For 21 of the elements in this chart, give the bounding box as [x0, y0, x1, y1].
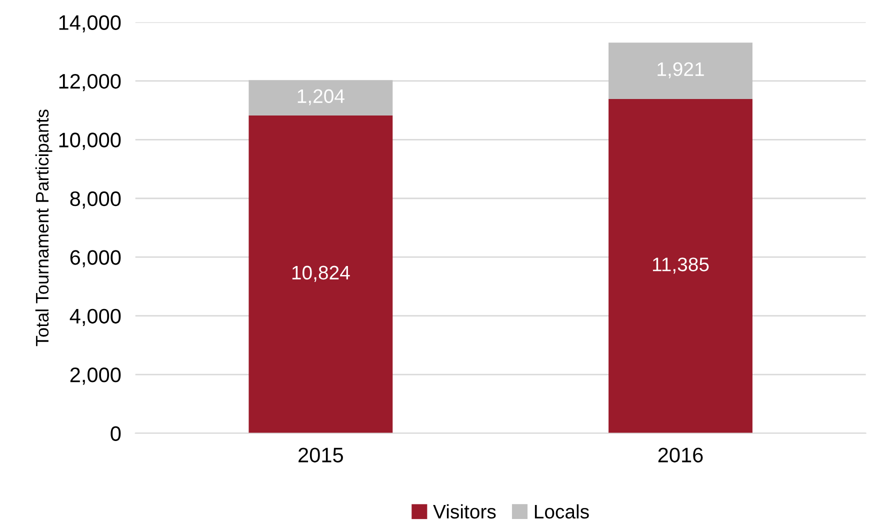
data-label: 10,824: [292, 266, 350, 282]
x-tick-label: 2015: [298, 448, 343, 462]
x-tick-label: 2016: [658, 448, 703, 462]
y-tick-label: 0: [110, 426, 121, 442]
legend-label: Locals: [534, 504, 589, 519]
data-label: 1,921: [658, 62, 704, 78]
data-label: 11,385: [652, 258, 709, 274]
data-label: 1,204: [298, 89, 344, 106]
bar: [248, 115, 393, 434]
y-tick-label: 12,000: [59, 74, 121, 92]
bar: [608, 42, 752, 99]
y-tick-label: 6,000: [70, 250, 121, 268]
y-tick-label: 14,000: [59, 15, 121, 32]
y-tick-label: 8,000: [70, 191, 121, 209]
y-tick-label: 10,000: [59, 132, 121, 150]
y-tick-label: 2,000: [70, 368, 121, 385]
y-tick-label: 4,000: [70, 308, 121, 326]
legend-label: Visitors: [433, 504, 496, 519]
y-axis-title: Total Tournament Participants: [35, 110, 52, 346]
bar: [248, 80, 393, 116]
bar: [608, 98, 752, 434]
